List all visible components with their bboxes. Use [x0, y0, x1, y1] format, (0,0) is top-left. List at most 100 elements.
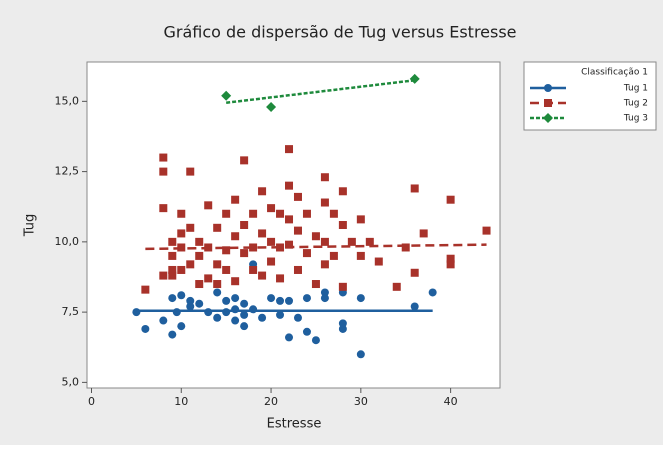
- legend-label: Tug 2: [623, 99, 648, 109]
- point: [338, 187, 347, 196]
- point: [285, 145, 294, 154]
- point: [347, 237, 356, 246]
- point: [186, 302, 195, 311]
- point: [267, 257, 276, 266]
- point: [338, 324, 347, 333]
- point: [374, 257, 383, 266]
- point: [276, 209, 285, 218]
- point: [186, 223, 195, 232]
- point: [320, 237, 329, 246]
- point: [195, 251, 204, 260]
- point: [419, 229, 428, 238]
- x-tick-label: 40: [444, 395, 458, 408]
- point: [356, 350, 365, 359]
- point: [222, 296, 231, 305]
- point: [356, 294, 365, 303]
- point: [293, 265, 302, 274]
- point: [195, 280, 204, 289]
- point: [356, 251, 365, 260]
- legend-marker: [544, 99, 552, 107]
- x-tick-label: 0: [88, 395, 95, 408]
- point: [267, 204, 276, 213]
- point: [258, 187, 267, 196]
- point: [168, 271, 177, 280]
- point: [285, 296, 294, 305]
- point: [132, 308, 141, 317]
- point: [177, 322, 186, 331]
- point: [392, 282, 401, 291]
- point: [222, 209, 231, 218]
- point: [311, 336, 320, 345]
- point: [365, 237, 374, 246]
- plot-area: [86, 61, 501, 389]
- point: [293, 226, 302, 235]
- point: [267, 294, 276, 303]
- point: [338, 319, 347, 328]
- point: [186, 167, 195, 176]
- legend-title: Classificação 1: [581, 68, 648, 78]
- point: [177, 265, 186, 274]
- point: [168, 265, 177, 274]
- point: [338, 282, 347, 291]
- point: [240, 310, 249, 319]
- point: [258, 271, 267, 280]
- point: [204, 308, 213, 317]
- point: [329, 209, 338, 218]
- point: [410, 184, 419, 193]
- point: [213, 288, 222, 297]
- point: [213, 223, 222, 232]
- point: [276, 296, 285, 305]
- point: [222, 265, 231, 274]
- x-axis-label: Estresse: [267, 417, 322, 432]
- point: [240, 322, 249, 331]
- y-tick-label: 12,5: [55, 165, 80, 178]
- point: [410, 302, 419, 311]
- point: [401, 243, 410, 252]
- point: [258, 313, 267, 322]
- point: [311, 280, 320, 289]
- point: [186, 296, 195, 305]
- x-tick-label: 10: [174, 395, 188, 408]
- point: [320, 288, 329, 297]
- point: [249, 305, 258, 314]
- point: [159, 167, 168, 176]
- y-tick-label: 10,0: [55, 235, 80, 248]
- point: [302, 249, 311, 258]
- point: [428, 288, 437, 297]
- point: [159, 271, 168, 280]
- point: [311, 232, 320, 241]
- point: [320, 294, 329, 303]
- point: [177, 209, 186, 218]
- point: [204, 274, 213, 283]
- point: [168, 237, 177, 246]
- point: [177, 229, 186, 238]
- point: [285, 333, 294, 342]
- point: [141, 285, 150, 294]
- legend-marker: [543, 113, 553, 123]
- point: [222, 308, 231, 317]
- y-tick-label: 15,0: [55, 94, 80, 107]
- legend-label: Tug 3: [623, 114, 648, 124]
- x-tick-label: 30: [354, 395, 368, 408]
- point: [276, 274, 285, 283]
- point: [231, 195, 240, 204]
- point: [293, 192, 302, 201]
- point: [446, 195, 455, 204]
- point: [285, 181, 294, 190]
- point: [159, 204, 168, 213]
- chart-title: Gráfico de dispersão de Tug versus Estre…: [163, 23, 516, 42]
- point: [168, 251, 177, 260]
- legend-label: Tug 1: [623, 84, 648, 94]
- y-tick-label: 7,5: [62, 305, 80, 318]
- fit-line: [226, 79, 415, 104]
- point: [320, 260, 329, 269]
- point: [195, 299, 204, 308]
- fit-line: [145, 243, 487, 251]
- point: [159, 153, 168, 162]
- point: [410, 268, 419, 277]
- point: [320, 198, 329, 207]
- point: [338, 221, 347, 229]
- point: [213, 280, 222, 289]
- point: [222, 246, 231, 255]
